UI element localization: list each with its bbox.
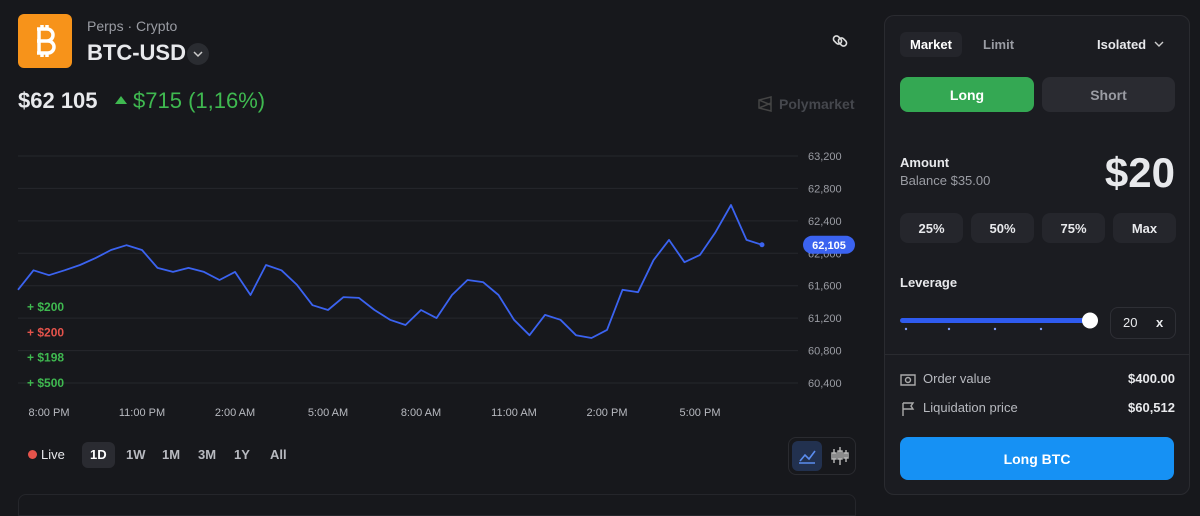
row-value: $400.00 <box>1128 371 1175 386</box>
long-tab[interactable]: Long <box>900 77 1034 112</box>
leverage-input[interactable]: 20 x <box>1110 307 1176 339</box>
breadcrumb-item[interactable]: Perps <box>87 18 124 34</box>
change: $715 (1,16%) <box>133 88 265 114</box>
trade-annotation: + $200 <box>27 300 64 314</box>
price-chart: 60,40060,80061,20061,60062,00062,40062,8… <box>17 151 855 419</box>
balance: Balance $35.00 <box>900 173 991 188</box>
up-arrow <box>115 96 127 104</box>
order-tab[interactable]: Market <box>900 32 962 57</box>
candle-chart-button[interactable] <box>825 441 855 471</box>
live-label: Live <box>41 447 65 462</box>
y-tick-label: 61,600 <box>808 281 842 293</box>
order-tab[interactable]: Limit <box>983 37 1015 52</box>
y-tick-label: 60,800 <box>808 346 842 358</box>
amount[interactable]: $20 <box>1104 149 1175 196</box>
y-tick-label: 62,400 <box>808 216 842 228</box>
polymarket-logo <box>758 96 772 112</box>
amount-preset[interactable]: 50% <box>971 213 1034 243</box>
chart-type-toggle <box>788 437 856 475</box>
order-panel: Market Limit Isolated Long Short Amount B… <box>884 15 1190 495</box>
symbol: BTC-USD <box>87 40 186 65</box>
live-dot <box>28 450 37 459</box>
margin-dropdown[interactable] <box>1153 39 1165 49</box>
range-option[interactable]: 1W <box>126 447 146 462</box>
row-icon <box>902 402 915 416</box>
row-value: $60,512 <box>1128 400 1175 415</box>
source: Polymarket <box>779 96 855 112</box>
x-tick-label: 2:00 AM <box>215 407 255 419</box>
y-tick-label: 62,800 <box>808 183 842 195</box>
line-chart-button[interactable] <box>792 441 822 471</box>
price-badge <box>803 235 855 254</box>
value-label: 62,105 <box>812 240 846 252</box>
trade-annotation: + $200 <box>27 325 64 339</box>
trade-annotation: + $198 <box>27 351 64 365</box>
y-tick-label: 63,200 <box>808 151 842 163</box>
leverage-label: Leverage <box>900 275 958 290</box>
btc-logo <box>18 14 72 68</box>
x-tick-label: 8:00 PM <box>29 407 70 419</box>
x-tick-label: 5:00 PM <box>680 407 721 419</box>
range-option[interactable]: 1Y <box>234 447 250 462</box>
amount-label: Amount <box>900 155 950 170</box>
icon-shape <box>900 374 916 386</box>
leverage-slider[interactable] <box>900 309 1100 333</box>
divider <box>885 354 1189 355</box>
amount-preset[interactable]: Max <box>1113 213 1176 243</box>
amount-preset[interactable]: 75% <box>1042 213 1105 243</box>
last-point <box>759 242 765 248</box>
y-tick-label: 61,200 <box>808 313 842 325</box>
row-label: Order value <box>923 371 991 386</box>
symbol-dropdown[interactable] <box>187 43 209 65</box>
price: $62 105 <box>18 88 98 113</box>
leverage-value: 20 <box>1123 315 1138 330</box>
short-tab[interactable]: Short <box>1042 77 1175 112</box>
row-label: Liquidation price <box>923 400 1018 415</box>
breadcrumb: Perps · Crypto <box>87 18 178 34</box>
x-tick-label: 11:00 PM <box>119 407 165 419</box>
range-option[interactable]: 3M <box>198 447 217 462</box>
leverage-unit: x <box>1156 315 1164 330</box>
x-tick-label: 8:00 AM <box>401 407 441 419</box>
change-abs: $715 <box>133 88 182 113</box>
live[interactable]: Live <box>28 447 65 462</box>
price-line <box>17 204 763 339</box>
change-pct: (1,16%) <box>188 88 266 113</box>
icon-shape <box>902 402 915 416</box>
row-icon <box>900 374 916 386</box>
bottom-panel <box>18 494 856 516</box>
y-tick-label: 60,400 <box>808 378 842 390</box>
range-option[interactable]: 1M <box>162 447 181 462</box>
x-tick-label: 5:00 AM <box>308 407 348 419</box>
x-tick-label: 11:00 AM <box>491 407 537 419</box>
margin-mode[interactable]: Isolated <box>1097 37 1147 52</box>
range-option[interactable]: 1D <box>82 442 115 468</box>
link-icon[interactable] <box>831 32 849 50</box>
x-tick-label: 2:00 PM <box>587 407 628 419</box>
trade-annotation: + $500 <box>27 376 64 390</box>
breadcrumb-item[interactable]: Crypto <box>136 18 178 34</box>
amount-preset[interactable]: 25% <box>900 213 963 243</box>
submit-button[interactable]: Long BTC <box>900 437 1174 480</box>
range-option[interactable]: All <box>270 447 287 462</box>
